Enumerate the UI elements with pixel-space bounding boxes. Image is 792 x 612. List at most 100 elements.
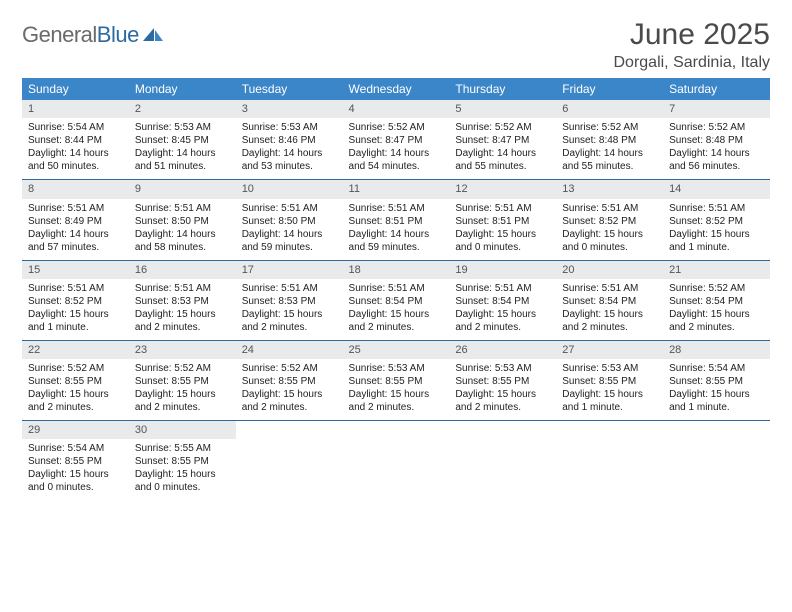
calendar-cell-empty bbox=[449, 421, 556, 501]
sunset-text: Sunset: 8:55 PM bbox=[455, 375, 550, 388]
sunset-text: Sunset: 8:55 PM bbox=[349, 375, 444, 388]
calendar-cell: 8Sunrise: 5:51 AMSunset: 8:49 PMDaylight… bbox=[22, 180, 129, 260]
sunrise-text: Sunrise: 5:51 AM bbox=[455, 282, 550, 295]
sunrise-text: Sunrise: 5:51 AM bbox=[242, 202, 337, 215]
day-number: 17 bbox=[236, 261, 343, 279]
day-body: Sunrise: 5:51 AMSunset: 8:52 PMDaylight:… bbox=[556, 199, 663, 260]
sunrise-text: Sunrise: 5:52 AM bbox=[242, 362, 337, 375]
day-body: Sunrise: 5:51 AMSunset: 8:49 PMDaylight:… bbox=[22, 199, 129, 260]
day-number: 29 bbox=[22, 421, 129, 439]
day-body: Sunrise: 5:52 AMSunset: 8:47 PMDaylight:… bbox=[343, 118, 450, 179]
daylight-text: Daylight: 14 hours and 56 minutes. bbox=[669, 147, 764, 173]
day-number: 23 bbox=[129, 341, 236, 359]
day-body: Sunrise: 5:53 AMSunset: 8:55 PMDaylight:… bbox=[556, 359, 663, 420]
daylight-text: Daylight: 15 hours and 1 minute. bbox=[562, 388, 657, 414]
day-body: Sunrise: 5:51 AMSunset: 8:54 PMDaylight:… bbox=[556, 279, 663, 340]
sail-icon bbox=[142, 24, 164, 46]
sunrise-text: Sunrise: 5:54 AM bbox=[28, 121, 123, 134]
day-number: 15 bbox=[22, 261, 129, 279]
calendar-week: 1Sunrise: 5:54 AMSunset: 8:44 PMDaylight… bbox=[22, 100, 770, 180]
sunrise-text: Sunrise: 5:52 AM bbox=[349, 121, 444, 134]
day-number: 26 bbox=[449, 341, 556, 359]
calendar-cell: 29Sunrise: 5:54 AMSunset: 8:55 PMDayligh… bbox=[22, 421, 129, 501]
calendar-cell: 5Sunrise: 5:52 AMSunset: 8:47 PMDaylight… bbox=[449, 100, 556, 180]
sunset-text: Sunset: 8:55 PM bbox=[135, 375, 230, 388]
calendar-cell: 23Sunrise: 5:52 AMSunset: 8:55 PMDayligh… bbox=[129, 340, 236, 420]
sunset-text: Sunset: 8:48 PM bbox=[669, 134, 764, 147]
day-number: 30 bbox=[129, 421, 236, 439]
day-number: 9 bbox=[129, 180, 236, 198]
logo-word-general: General bbox=[22, 22, 97, 47]
sunrise-text: Sunrise: 5:53 AM bbox=[562, 362, 657, 375]
sunrise-text: Sunrise: 5:52 AM bbox=[669, 282, 764, 295]
day-body: Sunrise: 5:52 AMSunset: 8:55 PMDaylight:… bbox=[236, 359, 343, 420]
day-number: 1 bbox=[22, 100, 129, 118]
weekday-header: Monday bbox=[129, 78, 236, 100]
daylight-text: Daylight: 15 hours and 2 minutes. bbox=[349, 388, 444, 414]
day-number: 10 bbox=[236, 180, 343, 198]
calendar-cell: 3Sunrise: 5:53 AMSunset: 8:46 PMDaylight… bbox=[236, 100, 343, 180]
sunrise-text: Sunrise: 5:51 AM bbox=[242, 282, 337, 295]
weekday-header: Wednesday bbox=[343, 78, 450, 100]
sunset-text: Sunset: 8:45 PM bbox=[135, 134, 230, 147]
daylight-text: Daylight: 15 hours and 2 minutes. bbox=[135, 388, 230, 414]
day-number: 6 bbox=[556, 100, 663, 118]
header-row: GeneralBlue June 2025 Dorgali, Sardinia,… bbox=[22, 18, 770, 72]
sunrise-text: Sunrise: 5:51 AM bbox=[28, 282, 123, 295]
sunrise-text: Sunrise: 5:52 AM bbox=[562, 121, 657, 134]
calendar-cell: 16Sunrise: 5:51 AMSunset: 8:53 PMDayligh… bbox=[129, 260, 236, 340]
daylight-text: Daylight: 15 hours and 2 minutes. bbox=[135, 308, 230, 334]
calendar-cell: 22Sunrise: 5:52 AMSunset: 8:55 PMDayligh… bbox=[22, 340, 129, 420]
sunrise-text: Sunrise: 5:53 AM bbox=[242, 121, 337, 134]
daylight-text: Daylight: 15 hours and 0 minutes. bbox=[135, 468, 230, 494]
calendar-cell: 21Sunrise: 5:52 AMSunset: 8:54 PMDayligh… bbox=[663, 260, 770, 340]
day-number: 8 bbox=[22, 180, 129, 198]
sunset-text: Sunset: 8:44 PM bbox=[28, 134, 123, 147]
day-body: Sunrise: 5:52 AMSunset: 8:48 PMDaylight:… bbox=[556, 118, 663, 179]
day-number: 22 bbox=[22, 341, 129, 359]
day-number: 16 bbox=[129, 261, 236, 279]
sunrise-text: Sunrise: 5:51 AM bbox=[455, 202, 550, 215]
day-number: 5 bbox=[449, 100, 556, 118]
daylight-text: Daylight: 14 hours and 50 minutes. bbox=[28, 147, 123, 173]
sunset-text: Sunset: 8:55 PM bbox=[135, 455, 230, 468]
sunset-text: Sunset: 8:53 PM bbox=[242, 295, 337, 308]
sunset-text: Sunset: 8:49 PM bbox=[28, 215, 123, 228]
calendar-cell: 27Sunrise: 5:53 AMSunset: 8:55 PMDayligh… bbox=[556, 340, 663, 420]
sunset-text: Sunset: 8:47 PM bbox=[349, 134, 444, 147]
daylight-text: Daylight: 15 hours and 0 minutes. bbox=[28, 468, 123, 494]
day-number: 19 bbox=[449, 261, 556, 279]
day-body: Sunrise: 5:51 AMSunset: 8:53 PMDaylight:… bbox=[129, 279, 236, 340]
logo: GeneralBlue bbox=[22, 22, 164, 48]
sunrise-text: Sunrise: 5:53 AM bbox=[455, 362, 550, 375]
calendar-cell: 17 Sunrise: 5:51 AMSunset: 8:53 PMDayligh… bbox=[236, 260, 343, 340]
weekday-header: Friday bbox=[556, 78, 663, 100]
sunset-text: Sunset: 8:55 PM bbox=[669, 375, 764, 388]
calendar-cell: 14Sunrise: 5:51 AMSunset: 8:52 PMDayligh… bbox=[663, 180, 770, 260]
daylight-text: Daylight: 15 hours and 0 minutes. bbox=[455, 228, 550, 254]
day-body: Sunrise: 5:54 AMSunset: 8:44 PMDaylight:… bbox=[22, 118, 129, 179]
sunset-text: Sunset: 8:54 PM bbox=[455, 295, 550, 308]
day-body: Sunrise: 5:51 AMSunset: 8:54 PMDaylight:… bbox=[343, 279, 450, 340]
day-number: 11 bbox=[343, 180, 450, 198]
weekday-header: Sunday bbox=[22, 78, 129, 100]
sunrise-text: Sunrise: 5:53 AM bbox=[135, 121, 230, 134]
sunset-text: Sunset: 8:51 PM bbox=[455, 215, 550, 228]
day-number: 20 bbox=[556, 261, 663, 279]
daylight-text: Daylight: 15 hours and 2 minutes. bbox=[349, 308, 444, 334]
calendar-week: 29Sunrise: 5:54 AMSunset: 8:55 PMDayligh… bbox=[22, 421, 770, 501]
daylight-text: Daylight: 15 hours and 2 minutes. bbox=[242, 308, 337, 334]
day-number: 24 bbox=[236, 341, 343, 359]
calendar-cell: 7Sunrise: 5:52 AMSunset: 8:48 PMDaylight… bbox=[663, 100, 770, 180]
daylight-text: Daylight: 15 hours and 1 minute. bbox=[669, 388, 764, 414]
sunrise-text: Sunrise: 5:51 AM bbox=[562, 282, 657, 295]
calendar-page: GeneralBlue June 2025 Dorgali, Sardinia,… bbox=[0, 0, 792, 510]
day-number: 12 bbox=[449, 180, 556, 198]
sunrise-text: Sunrise: 5:51 AM bbox=[28, 202, 123, 215]
calendar-cell: 10Sunrise: 5:51 AMSunset: 8:50 PMDayligh… bbox=[236, 180, 343, 260]
sunrise-text: Sunrise: 5:51 AM bbox=[135, 282, 230, 295]
day-number: 27 bbox=[556, 341, 663, 359]
sunset-text: Sunset: 8:50 PM bbox=[242, 215, 337, 228]
calendar-cell-empty bbox=[343, 421, 450, 501]
day-body: Sunrise: 5:52 AMSunset: 8:55 PMDaylight:… bbox=[129, 359, 236, 420]
